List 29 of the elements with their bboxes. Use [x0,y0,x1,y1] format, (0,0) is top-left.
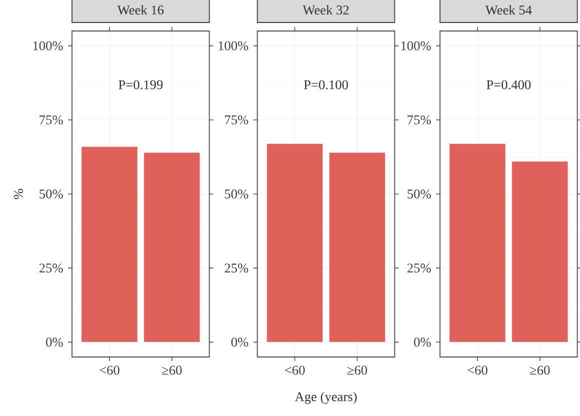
y-tick-label: 0% [46,338,63,347]
y-tick-label: 25% [224,264,248,273]
chart-title: Week 54 [485,5,532,15]
x-tick-label: ≥60 [530,366,550,375]
chart-title: Week 32 [302,5,349,15]
y-tick-label: 50% [408,189,431,198]
annotation: P=0.199 [118,80,163,90]
y-tick-label: 100% [33,41,63,50]
x-tick-label: ≥60 [162,366,182,375]
y-tick-label: 0% [231,338,248,347]
y-tick-label: 100% [401,41,431,50]
y-tick-label: 0% [414,338,431,347]
annotation: P=0.400 [486,80,531,90]
y-axis-title: % [14,188,24,200]
y-tick-label: 50% [224,189,248,198]
y-tick-label: 100% [218,41,248,50]
x-tick-label: <60 [285,366,305,375]
x-axis-title: Age (years) [294,392,357,404]
y-tick-label: 50% [40,189,63,198]
y-tick-label: 75% [225,115,248,124]
x-tick-label: <60 [468,366,488,375]
y-tick-label: 75% [408,115,431,124]
x-tick-label: ≥60 [347,366,368,375]
y-tick-label: 25% [39,264,63,273]
y-tick-label: 75% [40,115,63,124]
annotation: P=0.100 [304,80,348,90]
chart-title: Week 16 [117,5,164,15]
y-tick-label: 25% [407,264,431,273]
x-tick-label: <60 [100,366,120,375]
